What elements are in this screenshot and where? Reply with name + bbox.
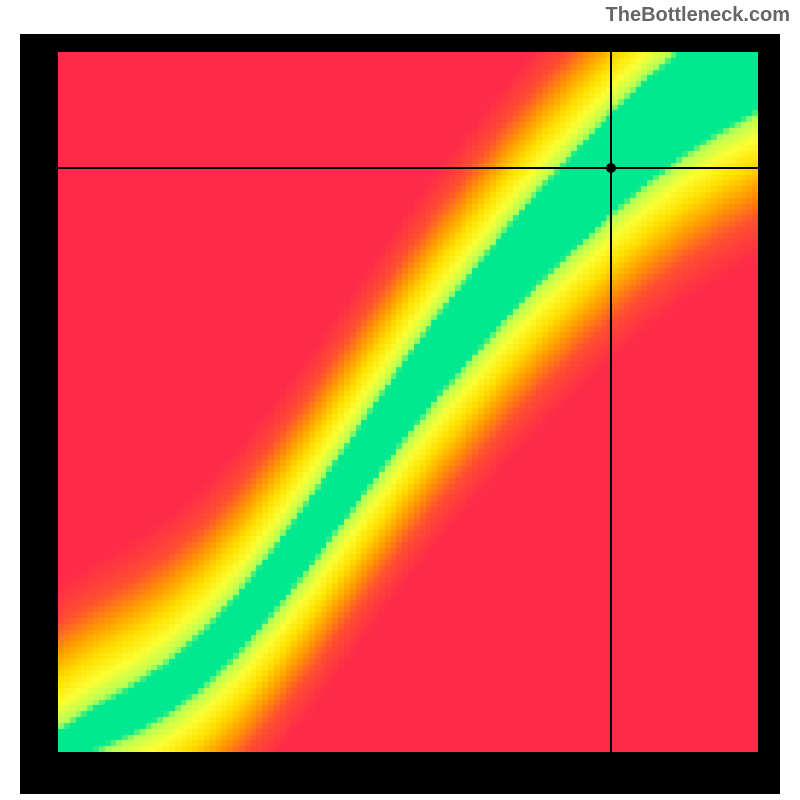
heatmap-canvas <box>58 52 758 752</box>
page-container: TheBottleneck.com <box>0 0 800 800</box>
chart-frame <box>20 34 780 794</box>
crosshair-horizontal <box>58 167 758 169</box>
crosshair-vertical <box>610 52 612 752</box>
watermark-text: TheBottleneck.com <box>606 4 790 27</box>
crosshair-marker-dot <box>606 163 616 173</box>
